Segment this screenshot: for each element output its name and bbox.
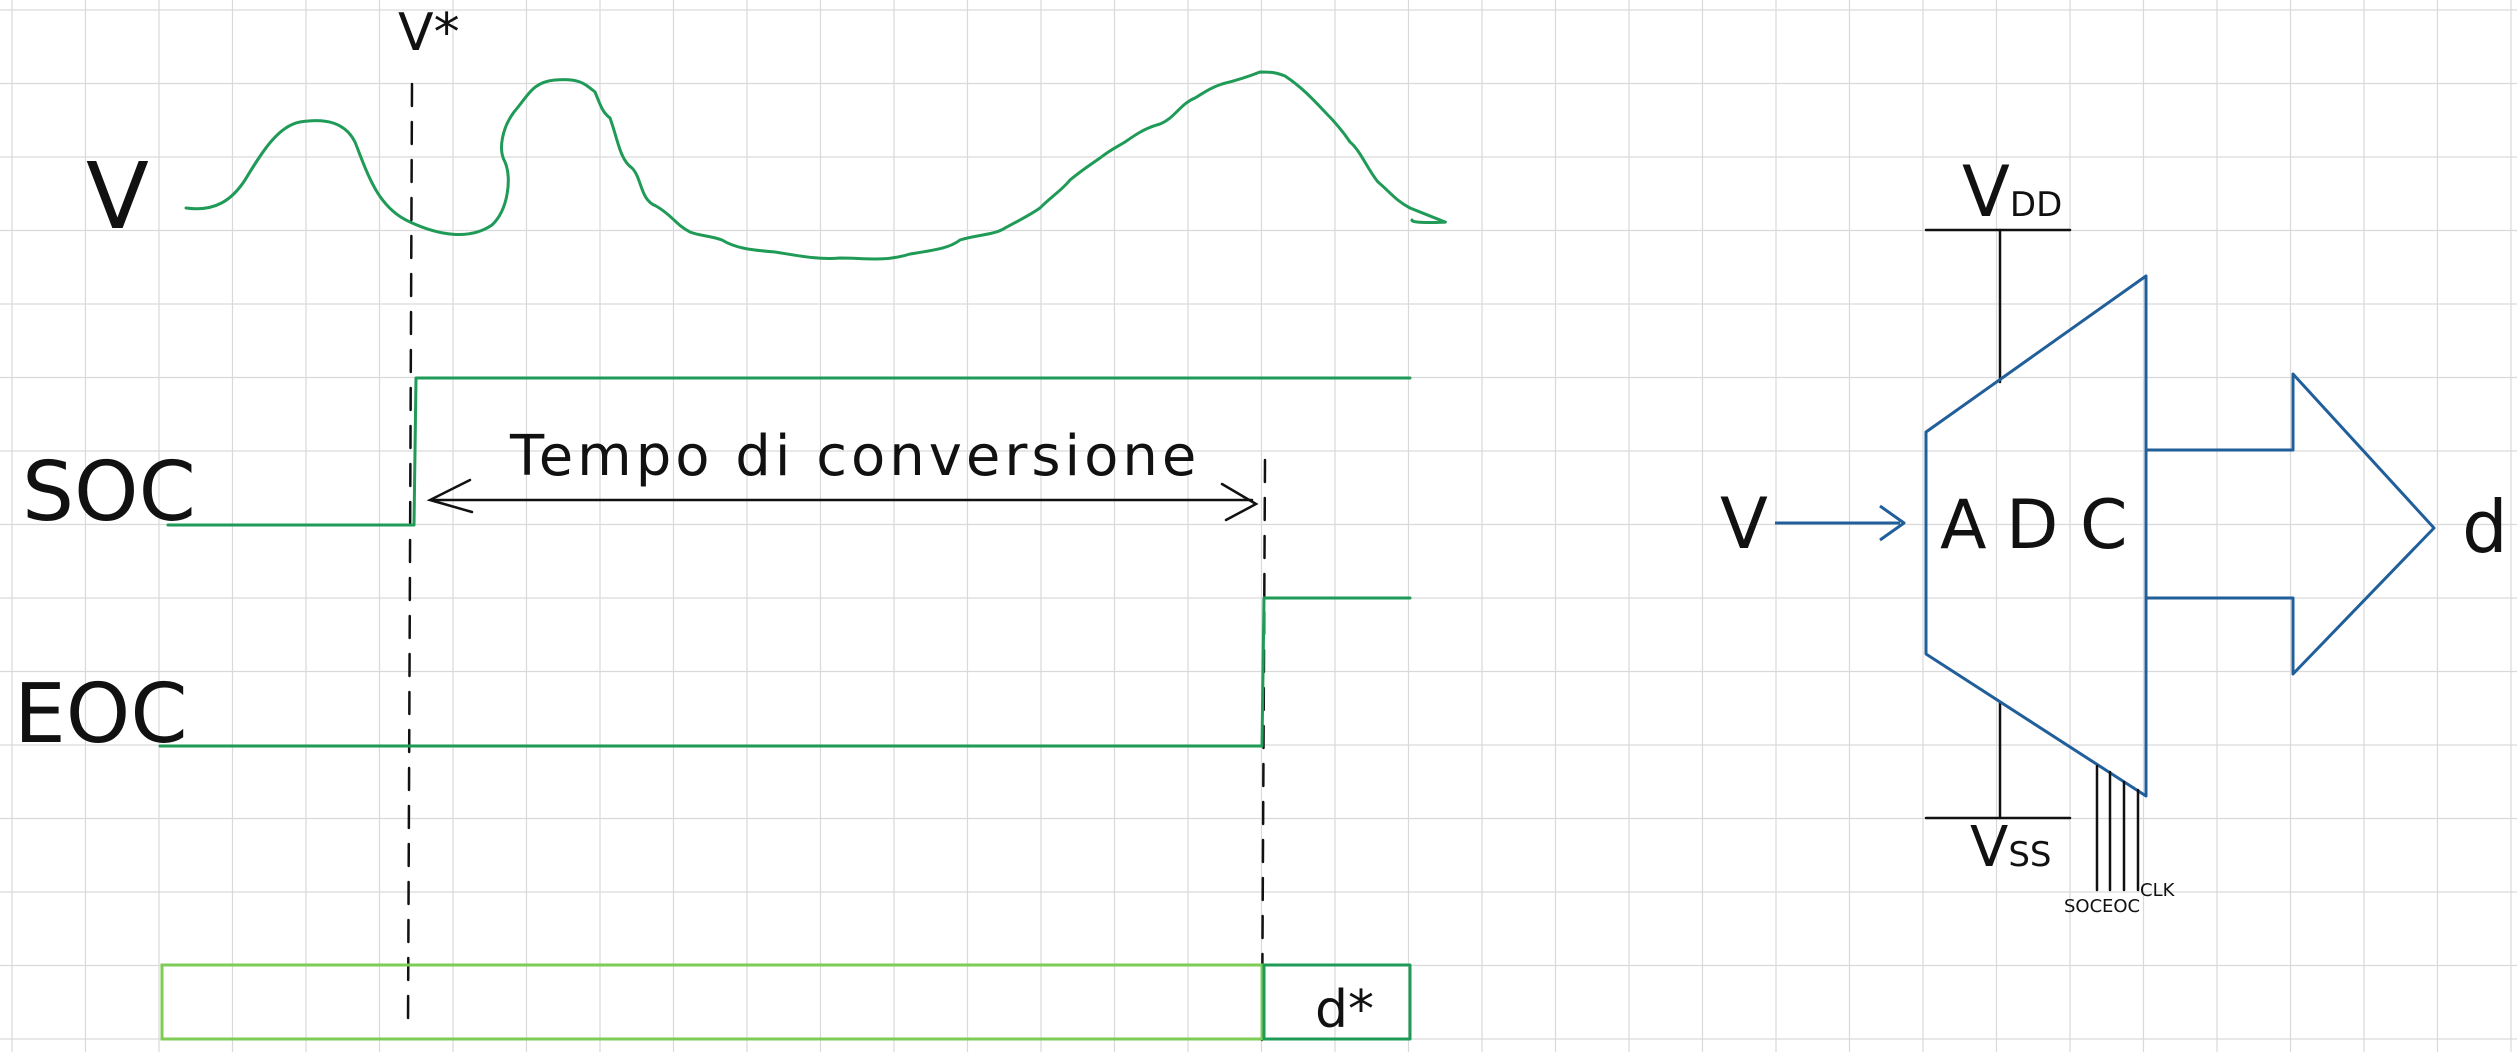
eoc-marker-line — [1260, 458, 1267, 1042]
soc-pin-label: SOC — [2064, 896, 2102, 917]
vss-label: VSS — [1970, 815, 2051, 880]
adc-letter-d: D — [2006, 486, 2058, 565]
control-pins — [2095, 764, 2140, 892]
v-star-label: V* — [398, 3, 460, 63]
adc-block — [1924, 274, 2148, 798]
v-signal-label: V — [86, 143, 149, 250]
adc-diagram: VDD VSS A D C V d SOC EOC CLK — [1720, 151, 2508, 917]
v-star-marker-line — [406, 82, 414, 1030]
timing-diagram: V V* SOC Tempo di conversione EOC d* — [14, 3, 1447, 1042]
d-star-label: d* — [1315, 980, 1374, 1040]
data-ready-segment — [1262, 963, 1412, 1041]
conversion-time-arrow — [426, 478, 1259, 522]
adc-output-arrow — [2146, 372, 2436, 676]
adc-output-label: d — [2462, 485, 2508, 569]
conversion-time-label: Tempo di conversione — [509, 424, 1200, 489]
clk-pin-label: CLK — [2140, 880, 2176, 901]
eoc-label: EOC — [14, 667, 188, 762]
eoc-waveform — [158, 596, 1412, 748]
soc-waveform — [166, 376, 1412, 527]
data-bus-outline — [160, 963, 1264, 1041]
eoc-pin-label: EOC — [2102, 896, 2140, 917]
v-waveform — [184, 70, 1447, 261]
adc-input-arrowhead — [1879, 504, 1906, 542]
vdd-label: VDD — [1962, 151, 2062, 233]
adc-input-label: V — [1720, 483, 1768, 565]
adc-letter-c: C — [2080, 486, 2127, 565]
adc-letter-a: A — [1940, 486, 1987, 565]
